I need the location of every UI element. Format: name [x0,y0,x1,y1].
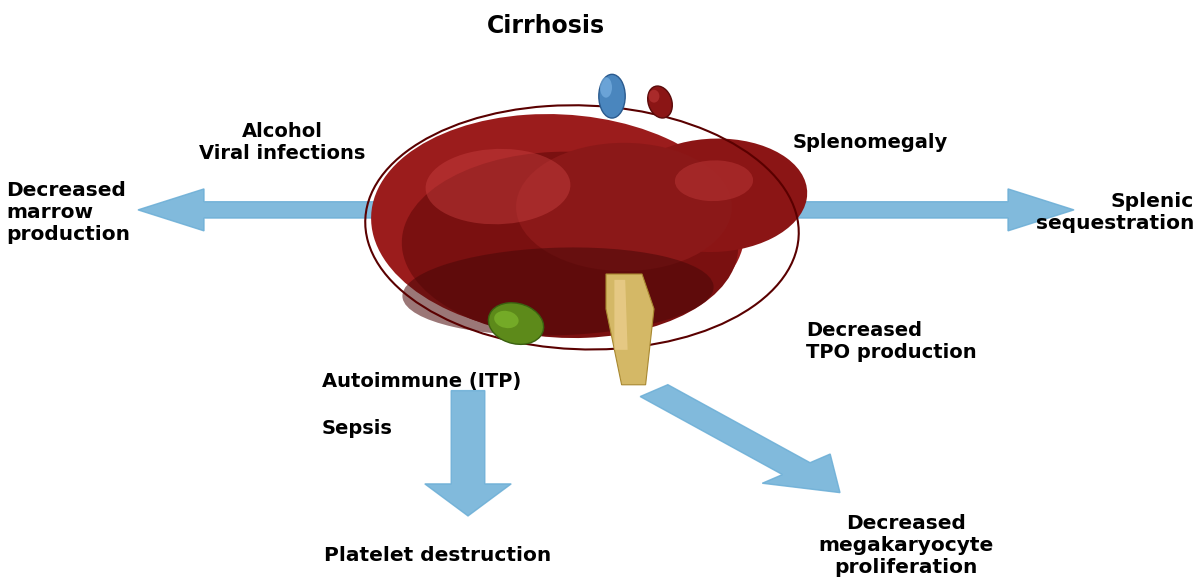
Text: Splenic
sequestration: Splenic sequestration [1036,192,1194,233]
Ellipse shape [494,311,518,328]
Ellipse shape [599,74,625,118]
Text: Decreased
TPO production: Decreased TPO production [806,321,977,361]
Text: Platelet destruction: Platelet destruction [324,546,552,564]
Text: Cirrhosis: Cirrhosis [487,14,605,38]
Text: Autoimmune (ITP): Autoimmune (ITP) [322,373,521,391]
Ellipse shape [426,149,570,224]
PathPatch shape [606,274,654,385]
FancyArrow shape [678,189,1074,231]
Ellipse shape [402,247,714,336]
FancyArrow shape [640,385,840,493]
Text: Alcohol
Viral infections: Alcohol Viral infections [199,122,365,163]
Ellipse shape [674,160,754,201]
Ellipse shape [371,114,745,335]
Text: Splenomegaly: Splenomegaly [792,134,948,152]
Ellipse shape [620,139,808,252]
FancyArrow shape [138,189,522,231]
Ellipse shape [600,77,612,97]
Text: Sepsis: Sepsis [322,419,392,438]
Text: Decreased
marrow
production: Decreased marrow production [6,181,130,244]
FancyArrow shape [425,391,511,516]
Ellipse shape [648,86,672,118]
Ellipse shape [488,303,544,345]
Ellipse shape [402,152,738,338]
Text: Decreased
megakaryocyte
proliferation: Decreased megakaryocyte proliferation [818,514,994,577]
PathPatch shape [614,280,628,350]
Ellipse shape [516,143,732,271]
Ellipse shape [649,90,660,103]
